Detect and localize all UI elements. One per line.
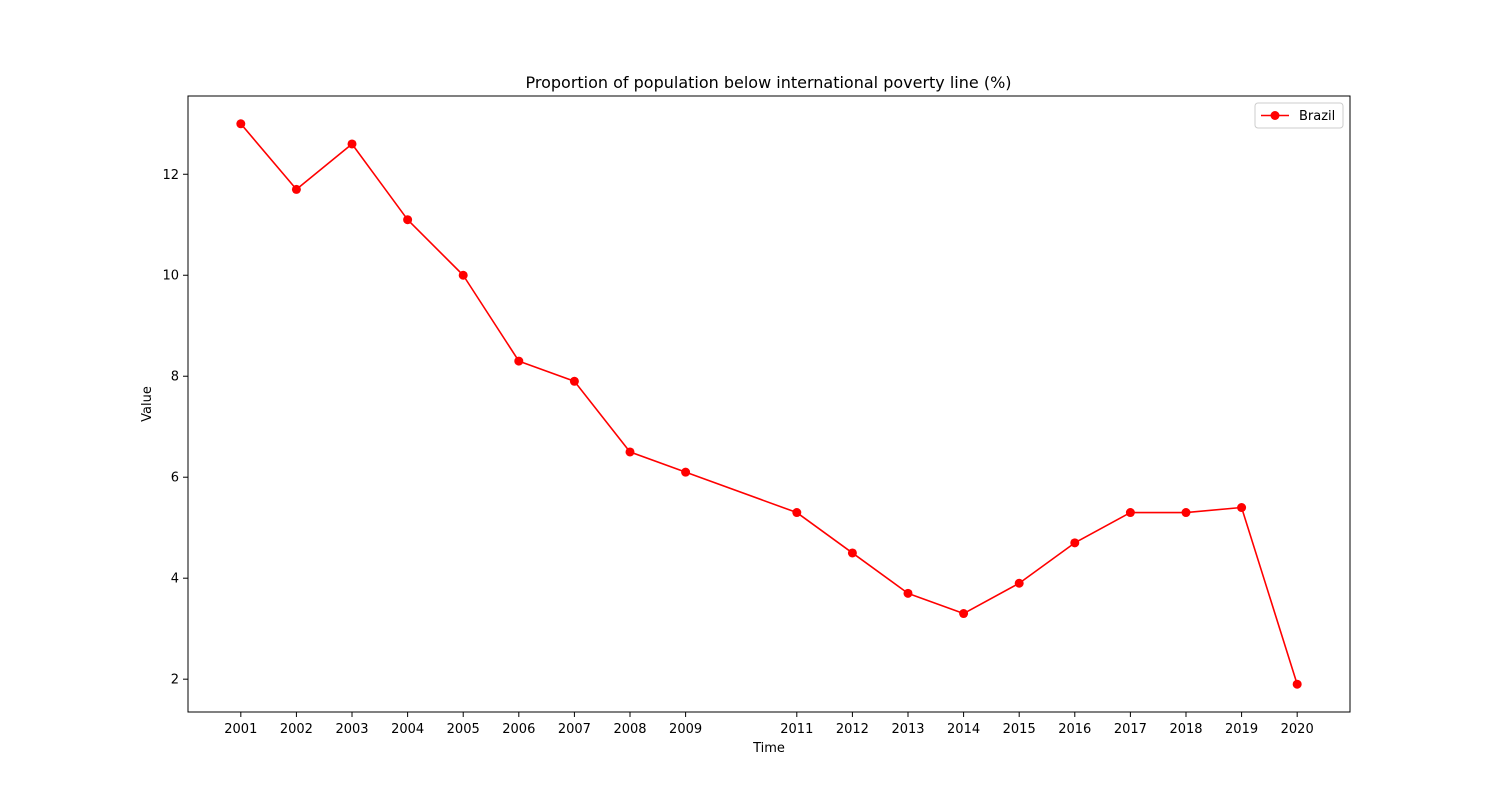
x-axis: 2001 2002 2003 2004 2005 2006 2007 2008 2009 2011… (224, 712, 1314, 737)
data-point (847, 548, 857, 558)
plot-area (236, 119, 1302, 689)
x-tick-label: 2006 (502, 722, 535, 737)
data-point (1181, 508, 1191, 518)
data-point (625, 447, 635, 457)
x-tick-label: 2001 (224, 722, 257, 737)
x-tick-label: 2016 (1058, 722, 1091, 737)
data-point (569, 376, 579, 386)
x-tick-label: 2020 (1281, 722, 1314, 737)
axes-frame (187, 95, 1351, 713)
x-tick-label: 2014 (947, 722, 980, 737)
data-point (959, 609, 969, 619)
x-tick-label: 2007 (558, 722, 591, 737)
data-point (681, 467, 691, 477)
x-tick-label: 2017 (1114, 722, 1147, 737)
y-tick-label: 12 (162, 168, 179, 183)
legend-box (1254, 102, 1344, 129)
chart-title: Proportion of population below internati… (525, 73, 1011, 92)
y-axis: 2 4 6 8 10 12 (162, 168, 188, 688)
data-point (347, 139, 357, 149)
data-point (236, 119, 246, 129)
x-tick-label: 2019 (1225, 722, 1258, 737)
y-axis-title: Value (140, 386, 155, 422)
x-tick-label: 2003 (335, 722, 368, 737)
data-point (1292, 679, 1302, 689)
data-point (1125, 508, 1135, 518)
data-point (291, 184, 301, 194)
y-tick-label: 2 (171, 673, 179, 688)
x-tick-label: 2005 (447, 722, 480, 737)
legend-label-brazil: Brazil (1299, 109, 1335, 124)
legend: Brazil (1254, 102, 1344, 129)
data-point (1070, 538, 1080, 548)
x-tick-label: 2018 (1169, 722, 1202, 737)
data-point (1237, 503, 1247, 513)
data-point (1014, 578, 1024, 588)
y-tick-label: 8 (171, 370, 179, 385)
data-point (903, 588, 913, 598)
x-tick-label: 2015 (1003, 722, 1036, 737)
data-point (458, 270, 468, 280)
x-tick-label: 2002 (280, 722, 313, 737)
legend-marker-swatch (1270, 111, 1280, 120)
data-point (792, 508, 802, 518)
x-axis-title: Time (752, 741, 785, 756)
data-point (403, 215, 413, 225)
y-tick-label: 6 (171, 471, 179, 486)
x-tick-label: 2013 (891, 722, 924, 737)
y-tick-label: 4 (171, 572, 179, 587)
y-tick-label: 10 (162, 269, 179, 284)
x-tick-label: 2004 (391, 722, 424, 737)
x-tick-label: 2011 (780, 722, 813, 737)
x-tick-label: 2012 (836, 722, 869, 737)
x-tick-label: 2008 (613, 722, 646, 737)
x-tick-label: 2009 (669, 722, 702, 737)
data-point (514, 356, 524, 366)
